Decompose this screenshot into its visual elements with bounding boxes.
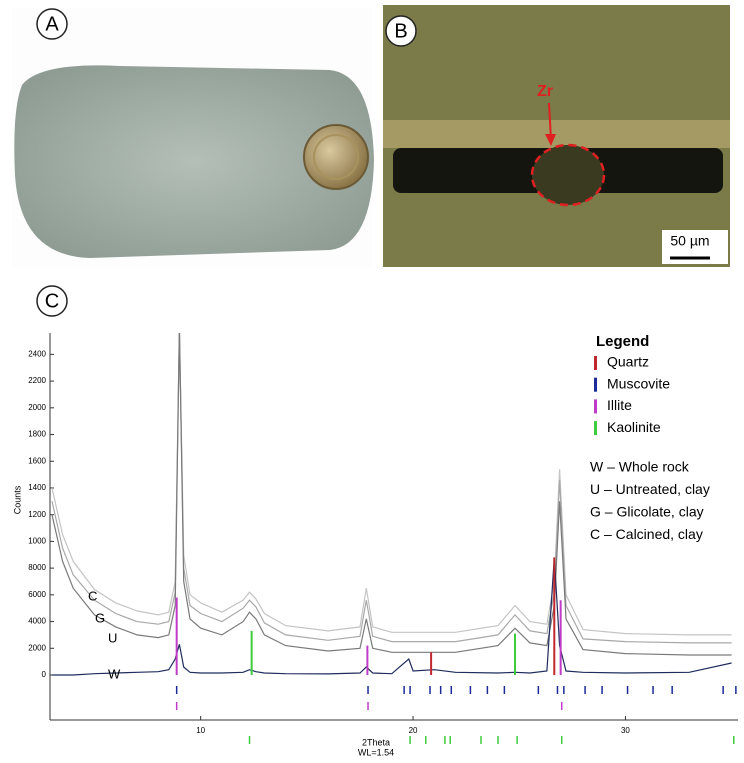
photo-a — [12, 8, 374, 268]
y-tick-label: 2000 — [28, 643, 46, 652]
y-tick-label: 8000 — [28, 563, 46, 572]
legend-swatch — [594, 421, 597, 435]
sample-legend: W – Whole rock — [590, 459, 690, 475]
legend-label: Illite — [607, 397, 632, 413]
legend-title: Legend — [596, 333, 649, 350]
x-axis-subtitle: WL=1.54 — [358, 747, 394, 757]
y-axis-title: Counts — [12, 485, 22, 514]
photo-b — [383, 5, 730, 267]
sample-legend: U – Untreated, clay — [590, 481, 710, 497]
annotation: Zr — [537, 83, 553, 100]
series-label: G — [95, 610, 105, 625]
series-label: C — [88, 588, 97, 603]
y-tick-label: 1600 — [28, 456, 46, 465]
series-label: W — [108, 666, 121, 681]
legend-swatch — [594, 378, 597, 392]
legend-swatch — [594, 356, 597, 370]
x-tick-label: 20 — [409, 726, 418, 735]
y-tick-label: 1400 — [28, 483, 46, 492]
x-tick-label: 10 — [196, 726, 205, 735]
legend-swatch — [594, 399, 597, 413]
legend-label: Kaolinite — [607, 419, 661, 435]
sample-legend: G – Glicolate, clay — [590, 504, 704, 520]
y-tick-label: 1000 — [28, 537, 46, 546]
y-tick-label: 1800 — [28, 430, 46, 439]
y-tick-label: 4000 — [28, 617, 46, 626]
y-tick-label: 0 — [42, 670, 47, 679]
panel-label: C — [45, 290, 59, 312]
y-tick-label: 2200 — [28, 376, 46, 385]
x-tick-label: 30 — [621, 726, 630, 735]
sample-legend: C – Calcined, clay — [590, 526, 703, 542]
y-tick-label: 2000 — [28, 403, 46, 412]
panel-label: A — [45, 13, 59, 35]
x-axis-title: 2Theta — [362, 737, 390, 747]
figure: A Zr 50 µm B C Counts 2Theta WL=1.54 Leg… — [0, 0, 744, 758]
data-line — [52, 557, 732, 675]
legend-label: Quartz — [607, 354, 649, 370]
legend-label: Muscovite — [607, 375, 670, 391]
scale-bar-label: 50 µm — [670, 233, 709, 249]
series-label: U — [108, 630, 117, 645]
y-tick-label: 6000 — [28, 590, 46, 599]
y-tick-label: 1200 — [28, 510, 46, 519]
panel-label: B — [394, 20, 407, 42]
y-tick-label: 2400 — [28, 349, 46, 358]
